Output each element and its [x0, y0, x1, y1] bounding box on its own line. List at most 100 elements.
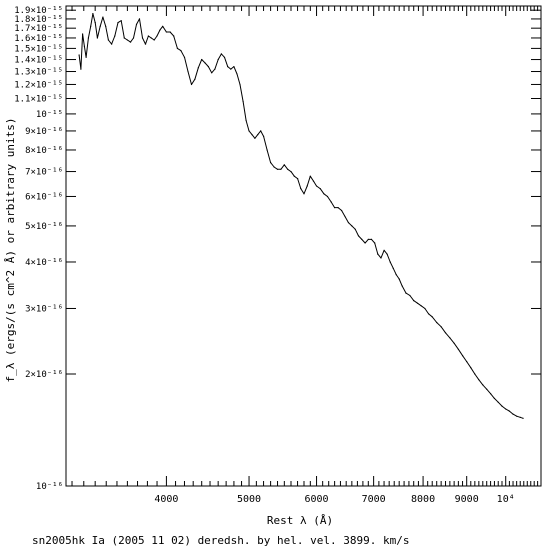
spectrum-point	[120, 20, 122, 22]
spectrum-point	[405, 292, 407, 294]
plot-frame	[65, 5, 542, 487]
spectrum-point	[389, 261, 391, 263]
x-tick-label: 5000	[237, 494, 261, 505]
spectrum-point	[486, 388, 488, 390]
spectrum-point	[194, 78, 196, 80]
spectrum-point	[214, 68, 216, 70]
y-tick-label: 4×10⁻¹⁶	[25, 258, 63, 268]
spectrum-point	[273, 166, 275, 168]
spectrum-point	[319, 188, 321, 190]
spectrum-point	[440, 326, 442, 328]
spectrum-point	[117, 22, 119, 24]
spectrum-point	[144, 43, 147, 45]
spectrum-point	[217, 58, 219, 61]
spectrum-point	[239, 83, 241, 86]
spectrum-point	[92, 13, 94, 15]
y-tick-label: 10⁻¹⁵	[36, 110, 63, 120]
spectrum-point	[312, 180, 315, 182]
spectrum-point	[413, 300, 415, 302]
spectrum-point	[96, 37, 98, 39]
spectrum-point	[82, 33, 84, 35]
spectrum-point	[223, 56, 226, 58]
spectrum-point	[159, 29, 161, 31]
spectrum-point	[516, 415, 518, 417]
spectrum-point	[364, 242, 366, 244]
spectrum-point	[276, 168, 279, 170]
y-tick-label: 1.9×10⁻¹⁵	[14, 6, 63, 16]
y-tick-label: 1.3×10⁻¹⁵	[14, 68, 63, 78]
spectrum-point	[293, 175, 295, 177]
chart-caption: sn2005hk Ia (2005 11 02) deredsh. by hel…	[32, 534, 410, 547]
spectrum-point	[315, 185, 318, 187]
series-layer	[78, 13, 524, 419]
spectrum-point	[297, 178, 299, 180]
spectrum-point	[207, 66, 209, 68]
spectrum-point	[287, 168, 289, 170]
spectrum-point	[431, 316, 433, 318]
spectrum-point	[380, 257, 382, 259]
spectrum-point	[132, 37, 135, 39]
spectrum-point	[129, 41, 132, 43]
spectrum-point	[409, 294, 411, 297]
spectrum-point	[512, 413, 514, 415]
spectrum-point	[370, 238, 373, 240]
spectrum-point	[357, 235, 360, 237]
spectrum-point	[126, 39, 128, 41]
spectrum-point	[78, 54, 80, 56]
spectrum-point	[153, 39, 155, 41]
spectrum-point	[306, 185, 308, 187]
spectrum-point	[87, 37, 89, 39]
spectrum-point	[147, 35, 149, 37]
y-axis-title: f_λ (ergs/(s cm^2 Å) or arbitrary units)	[4, 118, 17, 383]
spectrum-point	[482, 384, 484, 386]
spectrum-point	[392, 267, 394, 269]
spectrum-point	[337, 207, 339, 209]
spectrum-point	[505, 408, 507, 410]
y-tick-label: 3×10⁻¹⁶	[25, 304, 63, 314]
spectrum-point	[180, 50, 182, 52]
spectrum-point	[508, 410, 510, 412]
spectrum-point	[519, 416, 521, 418]
spectrum-point	[135, 23, 138, 25]
y-tick-label: 1.2×10⁻¹⁵	[14, 80, 63, 90]
y-tick-label: 1.7×10⁻¹⁵	[14, 24, 63, 34]
x-tick-label: 10⁴	[497, 494, 515, 505]
spectrum-point	[309, 175, 311, 177]
spectrum-point	[283, 164, 285, 166]
spectrum-point	[254, 137, 256, 139]
spectrum-point	[165, 31, 167, 33]
spectrum-point	[416, 302, 419, 304]
y-tick-label: 8×10⁻¹⁶	[25, 146, 63, 156]
spectrum-point	[466, 361, 468, 363]
spectrum-point	[257, 134, 259, 136]
spectrum-point	[501, 405, 503, 407]
spectrum-point	[457, 348, 459, 350]
x-axis-ticks: 4000 5000 6000 7000 8000 9000 10⁴	[71, 6, 539, 505]
spectrum-point	[138, 18, 141, 20]
y-tick-label: 9×10⁻¹⁶	[25, 127, 63, 137]
y-axis-ticks: 10⁻¹⁶ 2×10⁻¹⁶ 3×10⁻¹⁶ 4×10⁻¹⁶ 5×10⁻¹⁶ 6×10⁻¹⁶…	[14, 6, 541, 492]
spectrum-point	[220, 53, 222, 55]
spectrum-point	[162, 25, 164, 27]
y-tick-label: 10⁻¹⁶	[36, 482, 63, 492]
spectrum-point	[99, 25, 101, 27]
spectrum-point	[347, 222, 350, 224]
spectrum-point	[334, 207, 336, 209]
y-tick-label: 1.1×10⁻¹⁵	[14, 95, 63, 105]
spectrum-point	[300, 188, 302, 190]
spectrum-point	[169, 31, 171, 33]
spectrum-point	[330, 201, 332, 203]
y-tick-label: 2×10⁻¹⁶	[25, 370, 63, 380]
spectrum-point	[156, 35, 158, 37]
spectrum-point	[341, 209, 343, 212]
spectrum-point	[303, 193, 305, 195]
spectrum-point	[361, 238, 363, 240]
spectrum-point	[80, 68, 82, 70]
spectrum-point	[176, 47, 178, 50]
spectrum-point	[187, 70, 189, 73]
spectrum-point	[204, 62, 206, 64]
spectrum-point	[227, 66, 229, 68]
spectrum-point	[323, 193, 325, 195]
y-tick-label: 5×10⁻¹⁶	[25, 222, 63, 232]
spectrum-point	[94, 22, 96, 24]
